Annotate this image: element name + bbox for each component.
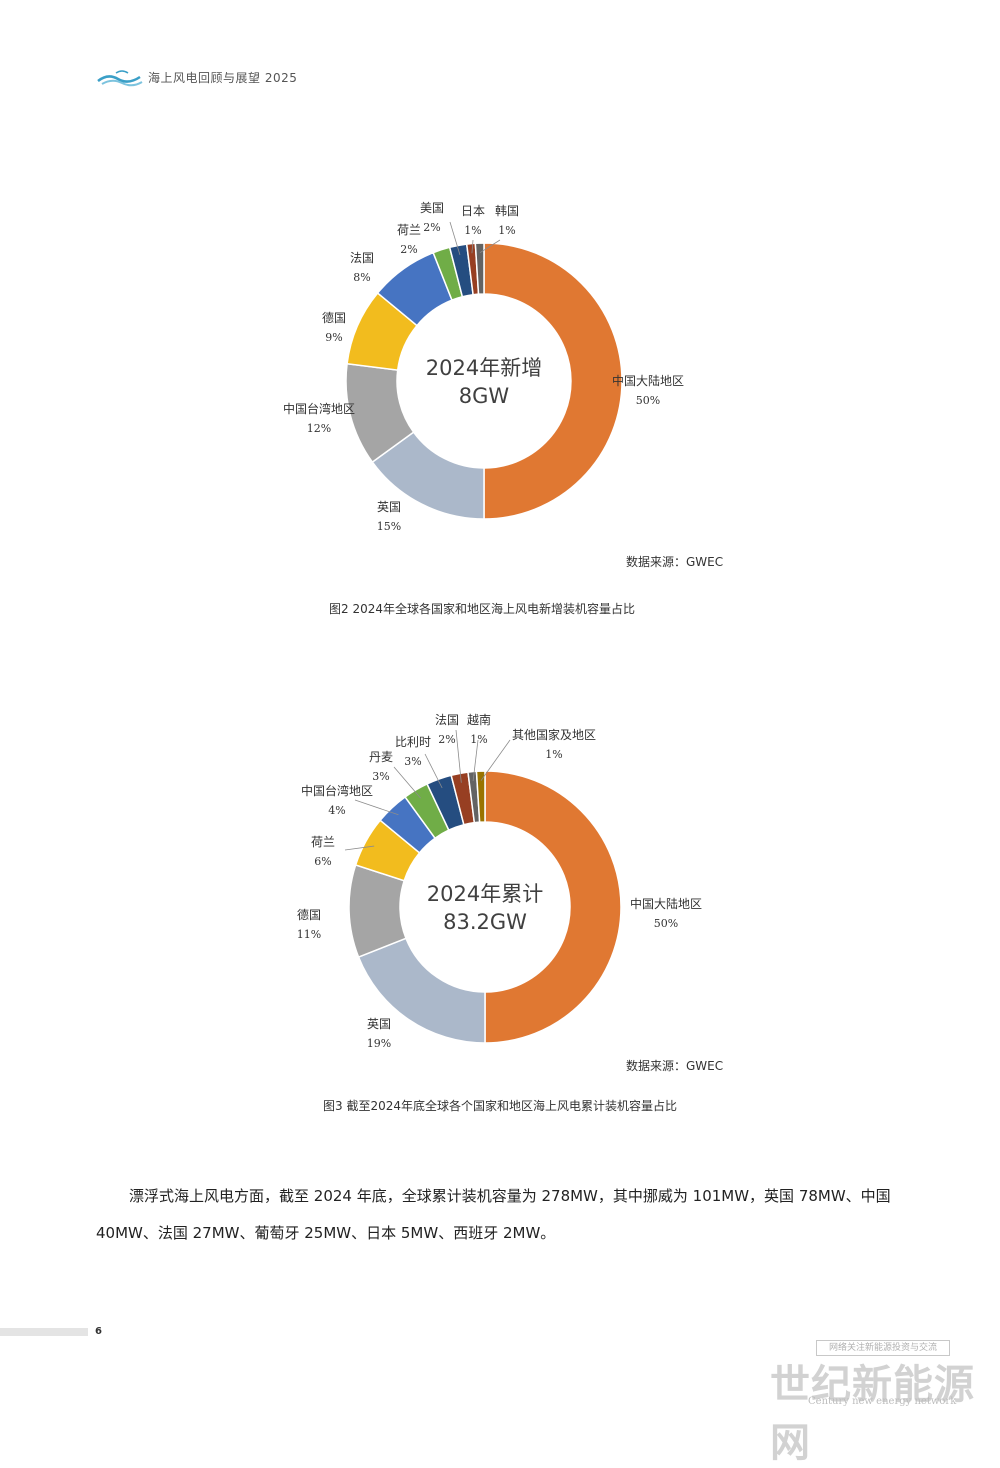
center-title: 2024年累计: [427, 882, 543, 906]
center-value: 8GW: [459, 384, 510, 408]
category-label-0: 中国大陆地区: [630, 896, 702, 911]
center-title: 2024年新增: [426, 356, 542, 380]
body-paragraph: 漂浮式海上风电方面，截至 2024 年底，全球累计装机容量为 278MW，其中挪…: [96, 1187, 891, 1242]
category-label-3: 德国: [322, 310, 346, 325]
percent-label-2: 12%: [307, 422, 331, 435]
category-label-4: 法国: [350, 251, 374, 265]
category-label-7: 法国: [435, 713, 459, 727]
percent-label-3: 6%: [314, 855, 331, 868]
percent-label-6: 2%: [423, 221, 440, 234]
category-label-4: 中国台湾地区: [301, 783, 373, 798]
leader-line-8: [479, 239, 501, 254]
percent-label-8: 1%: [470, 733, 487, 746]
wave-logo-icon: [97, 70, 143, 87]
leader-line-7: [455, 729, 462, 783]
watermark-sub-text: Century new energy network: [808, 1396, 957, 1407]
leader-line-5: [393, 766, 421, 799]
category-label-5: 丹麦: [369, 750, 393, 764]
leader-line-7: [471, 239, 474, 254]
cumulative-capacity-donut-chart: 中国大陆地区 50% 英国 19% 德国 11% 荷兰 6% 中国台湾地区 4% 丹麦 3% 比利时 3%…: [297, 712, 702, 1050]
percent-label-8: 1%: [498, 224, 515, 237]
leader-line-4: [354, 799, 399, 816]
page-header: 海上风电回顾与展望 2025: [96, 62, 297, 92]
category-label-0: 中国大陆地区: [612, 373, 684, 388]
category-label-1: 英国: [367, 1017, 391, 1031]
donut-slice-9: [475, 770, 486, 823]
category-label-3: 荷兰: [311, 835, 335, 849]
category-label-8: 韩国: [495, 203, 519, 218]
category-label-6: 美国: [420, 201, 444, 215]
category-label-1: 英国: [377, 500, 401, 514]
chart1-caption: 图2 2024年全球各国家和地区海上风电新增装机容量占比: [329, 602, 635, 616]
page-number: 6: [95, 1326, 102, 1337]
watermark-top-text: 网络关注新能源投资与交流: [816, 1340, 950, 1356]
category-label-5: 荷兰: [397, 223, 421, 237]
donut-slice-8: [474, 242, 485, 295]
center-value: 83.2GW: [443, 910, 527, 934]
donut-slice-0: [484, 770, 622, 1044]
category-label-2: 中国台湾地区: [283, 401, 355, 416]
percent-label-5: 3%: [372, 770, 389, 783]
percent-label-0: 50%: [636, 394, 660, 407]
leader-line-8: [472, 739, 479, 782]
leader-line-3: [344, 845, 375, 851]
new-capacity-donut-chart: 中国大陆地区50%英国15%中国台湾地区12%德国9%法国8%荷兰2%美国2%日…: [283, 201, 684, 533]
percent-label-1: 15%: [377, 520, 401, 533]
leader-line-6: [424, 753, 443, 789]
percent-label-7: 1%: [464, 224, 481, 237]
percent-label-4: 8%: [353, 271, 370, 284]
percent-label-9: 1%: [545, 748, 562, 761]
chart2-source: 数据来源：GWEC: [626, 1059, 724, 1073]
percent-label-0: 50%: [654, 917, 678, 930]
percent-label-1: 19%: [367, 1037, 391, 1050]
percent-label-6: 3%: [404, 755, 421, 768]
leader-line-9: [480, 739, 511, 781]
header-title: 海上风电回顾与展望 2025: [148, 70, 298, 85]
category-label-6: 比利时: [395, 735, 431, 749]
watermark-main-text: 世纪新能源网: [770, 1361, 975, 1466]
percent-label-7: 2%: [438, 733, 455, 746]
leader-line-6: [449, 221, 461, 256]
category-label-8: 越南: [467, 712, 491, 727]
percent-label-3: 9%: [325, 331, 342, 344]
percent-label-5: 2%: [400, 243, 417, 256]
footer-bar: [0, 1328, 88, 1336]
category-label-9: 其他国家及地区: [512, 727, 596, 742]
category-label-7: 日本: [461, 204, 485, 218]
category-label-2: 德国: [297, 907, 321, 922]
percent-label-2: 11%: [297, 928, 321, 941]
chart2-caption: 图3 截至2024年底全球各个国家和地区海上风电累计装机容量占比: [323, 1099, 677, 1113]
body-paragraph-block: 漂浮式海上风电方面，截至 2024 年底，全球累计装机容量为 278MW，其中挪…: [96, 1178, 906, 1252]
chart1-source: 数据来源：GWEC: [626, 555, 724, 569]
donut-slice-0: [483, 242, 623, 520]
percent-label-4: 4%: [328, 804, 345, 817]
